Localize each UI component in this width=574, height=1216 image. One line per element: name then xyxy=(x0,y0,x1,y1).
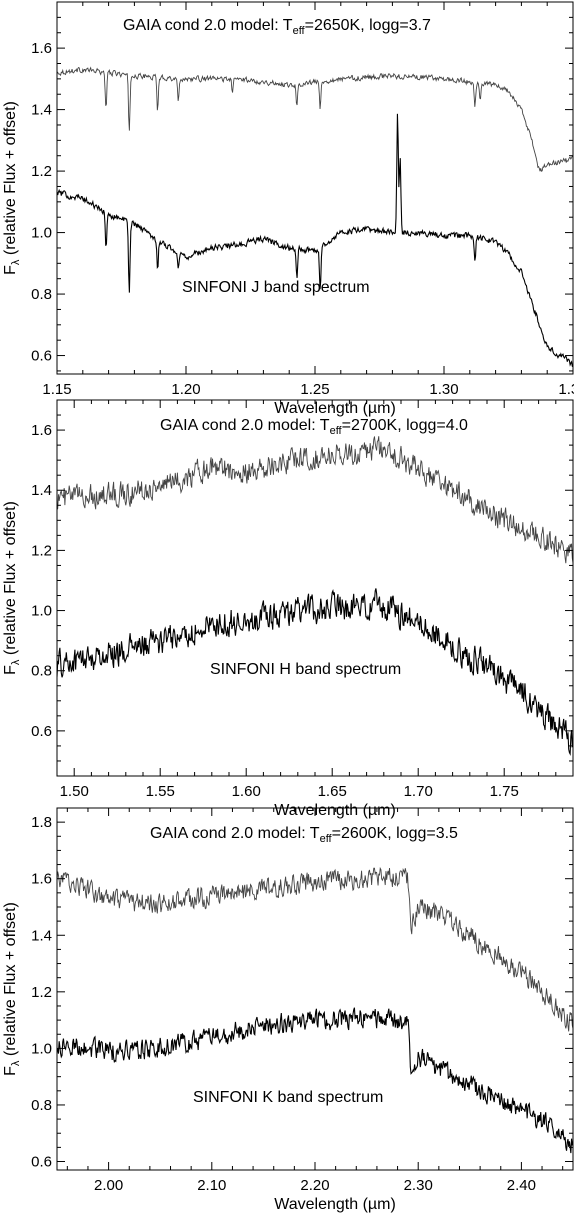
x-tick-label: 1.30 xyxy=(429,381,458,398)
x-tick-label: 1.65 xyxy=(318,783,347,800)
y-tick-label: 1.4 xyxy=(31,102,52,119)
x-tick-label: 1.75 xyxy=(490,783,519,800)
panel-k-band: 2.00 2.10 2.20 2.30 2.40 0.6 0.8 1.0 1.2 1.4 1.6 1.… xyxy=(2,807,574,1213)
model-label: GAIA cond 2.0 model: Teff=2600K, logg=3.… xyxy=(150,825,458,845)
panel-j-band: 1.15 1.20 1.25 1.30 1.35 0.6 0.8 1.0 1.2 1.4 1.6 Wa… xyxy=(2,1,574,417)
observed-spectrum-line xyxy=(57,588,573,756)
plot-frame xyxy=(56,807,574,1171)
y-tick-label: 1.2 xyxy=(31,542,52,559)
y-tick-label: 0.8 xyxy=(31,286,52,303)
x-tick-label: 2.10 xyxy=(197,1177,226,1194)
y-tick-label: 0.8 xyxy=(31,663,52,680)
x-tick-label: 2.00 xyxy=(94,1177,123,1194)
y-axis-label: Fλ (relative Flux + offset) xyxy=(2,902,22,1076)
model-label: GAIA cond 2.0 model: Teff=2700K, logg=4.… xyxy=(160,417,468,437)
y-tick-label: 0.6 xyxy=(31,1154,52,1171)
x-tick-label: 1.20 xyxy=(171,381,200,398)
model-spectrum-line xyxy=(57,866,573,1032)
y-tick-label: 1.0 xyxy=(31,1040,52,1057)
x-axis-label: Wavelength (µm) xyxy=(274,400,396,417)
x-tick-label: 1.35 xyxy=(558,381,574,398)
x-axis-label: Wavelength (µm) xyxy=(274,1196,396,1213)
y-axis-label: Fλ (relative Flux + offset) xyxy=(2,501,22,675)
plot-frame xyxy=(56,1,574,375)
observed-spectrum-line xyxy=(57,1007,573,1154)
y-tick-label: 1.2 xyxy=(31,163,52,180)
y-tick-label: 1.6 xyxy=(31,422,52,439)
y-tick-label: 1.2 xyxy=(31,984,52,1001)
observed-spectrum-label: SINFONI H band spectrum xyxy=(210,661,401,678)
model-spectrum-line xyxy=(57,436,573,564)
y-tick-label: 1.6 xyxy=(31,871,52,888)
panel-h-band: 1.50 1.55 1.60 1.65 1.70 1.75 0.6 0.8 1.0 1.2 1.4 1… xyxy=(2,399,574,819)
y-tick-label: 1.0 xyxy=(31,603,52,620)
y-tick-label: 1.0 xyxy=(31,225,52,242)
x-tick-label: 1.15 xyxy=(42,381,71,398)
y-tick-label: 0.8 xyxy=(31,1097,52,1114)
observed-spectrum-label: SINFONI K band spectrum xyxy=(193,1089,383,1106)
x-tick-label: 1.50 xyxy=(60,783,89,800)
model-label: GAIA cond 2.0 model: Teff=2650K, logg=3.… xyxy=(123,17,431,37)
y-tick-label: 1.8 xyxy=(31,814,52,831)
x-tick-label: 2.40 xyxy=(507,1177,536,1194)
y-axis-label: Fλ (relative Flux + offset) xyxy=(2,101,22,275)
x-tick-label: 2.20 xyxy=(300,1177,329,1194)
y-tick-label: 1.6 xyxy=(31,40,52,57)
plot-frame xyxy=(56,399,574,777)
y-tick-label: 0.6 xyxy=(31,348,52,365)
observed-spectrum-line xyxy=(57,113,573,368)
x-tick-label: 1.55 xyxy=(146,783,175,800)
y-tick-label: 1.4 xyxy=(31,482,52,499)
x-tick-label: 2.30 xyxy=(404,1177,433,1194)
x-axis-label: Wavelength (µm) xyxy=(274,802,396,819)
x-tick-label: 1.25 xyxy=(300,381,329,398)
x-tick-label: 1.60 xyxy=(232,783,261,800)
y-tick-label: 1.4 xyxy=(31,927,52,944)
x-tick-label: 1.70 xyxy=(404,783,433,800)
model-spectrum-line xyxy=(57,66,573,172)
observed-spectrum-label: SINFONI J band spectrum xyxy=(182,279,370,296)
y-tick-label: 0.6 xyxy=(31,723,52,740)
